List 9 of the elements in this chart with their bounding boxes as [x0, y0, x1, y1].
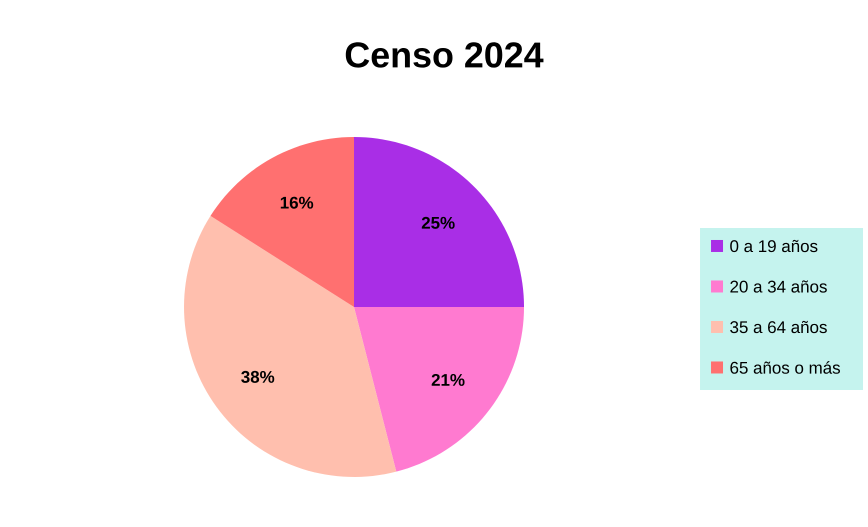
data-label: 16%: [280, 196, 314, 209]
data-label: 25%: [422, 216, 455, 229]
data-label: 21%: [432, 374, 465, 386]
legend-label: 0 a 19 años: [730, 240, 818, 252]
chart-title: Censo 2024: [346, 42, 544, 68]
legend-label: 20 a 34 años: [730, 280, 827, 293]
legend-label: 65 años o más: [730, 361, 840, 374]
data-label: 38%: [241, 370, 274, 383]
legend-label: 35 a 64 años: [730, 320, 827, 334]
